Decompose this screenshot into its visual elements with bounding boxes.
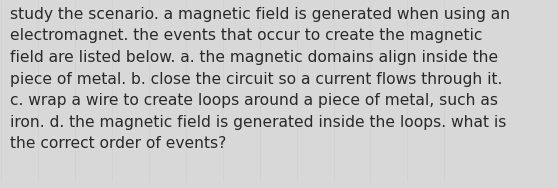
Text: study the scenario. a magnetic field is generated when using an
electromagnet. t: study the scenario. a magnetic field is … (10, 7, 510, 151)
